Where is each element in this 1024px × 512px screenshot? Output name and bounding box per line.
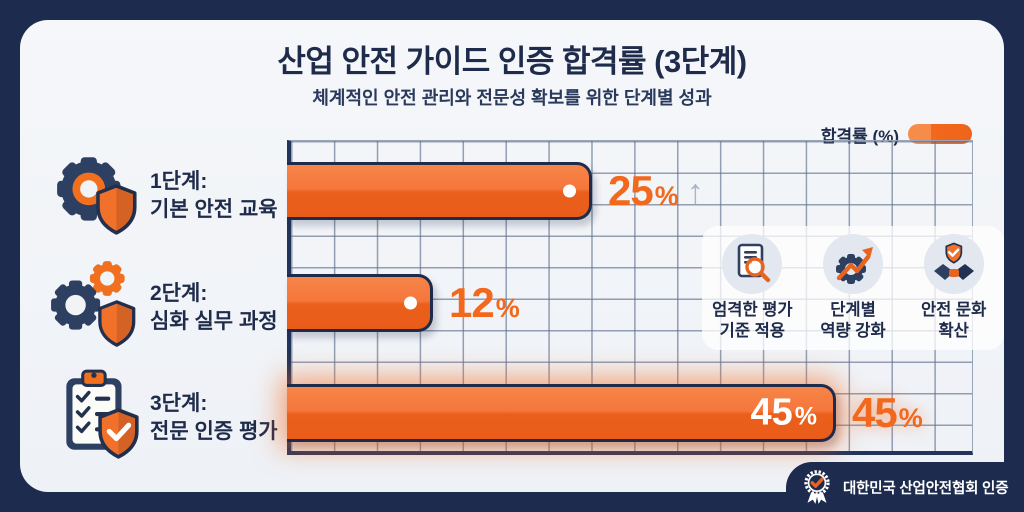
- highlight-label: 엄격한 평가 기준 적용: [712, 301, 793, 340]
- double-gear-shield-icon: [51, 261, 136, 347]
- gear-shield-icon: [57, 157, 137, 235]
- medal-icon: [804, 470, 830, 504]
- value-number: 25: [608, 167, 654, 214]
- bar-stage-2: [287, 274, 433, 332]
- document-magnifier-icon: [738, 243, 771, 283]
- value-number: 45: [852, 389, 898, 436]
- highlight-item-culture: 안전 문화 확산: [906, 234, 1002, 342]
- stage-1-subtitle: 기본 안전 교육: [150, 198, 278, 221]
- highlight-icon-circle: [923, 234, 984, 294]
- bar-end-dot: [563, 184, 576, 198]
- highlight-item-evaluation: 엄격한 평가 기준 적용: [704, 234, 800, 342]
- bar-row: 45 % 45 %: [287, 383, 923, 443]
- highlight-icon-circle: [822, 234, 883, 294]
- stage-3-label: 3단계: 전문 인증 평가: [150, 390, 278, 446]
- value-unit: %: [495, 293, 520, 323]
- badge-label: 대한민국 산업안전협회 인증: [843, 480, 1009, 497]
- handshake-shield-icon: [933, 242, 974, 280]
- stage-1-label: 1단계: 기본 안전 교육: [150, 168, 278, 224]
- up-arrow-icon: ↑: [686, 173, 704, 211]
- value-label-stage-2: 12 %: [449, 279, 520, 327]
- gear-growth-arrow-icon: [835, 247, 873, 284]
- stage-2-title: 2단계:: [150, 282, 208, 305]
- highlights-card: 엄격한 평가 기준 적용: [702, 226, 1004, 350]
- value-label-stage-3: 45 %: [852, 389, 923, 437]
- value-unit: %: [654, 181, 679, 211]
- bar-row: 12 %: [287, 273, 520, 333]
- stage-1-title: 1단계:: [150, 170, 208, 193]
- certification-badge: 대한민국 산업안전협회 인증: [786, 462, 1024, 512]
- highlight-item-capability: 단계별 역량 강화: [805, 234, 901, 342]
- legend-swatch-icon: [908, 124, 972, 144]
- value-number: 45: [750, 391, 793, 434]
- value-unit: %: [794, 402, 817, 431]
- stage-2-subtitle: 심화 실무 과정: [150, 310, 278, 333]
- page-subtitle: 체계적인 안전 관리와 전문성 확보를 위한 단계별 성과: [312, 88, 712, 108]
- page-title: 산업 안전 가이드 인증 합격률 (3단계): [277, 44, 747, 79]
- value-unit: %: [898, 403, 923, 433]
- stage-3-subtitle: 전문 인증 평가: [150, 420, 278, 443]
- bar-stage-1: [287, 162, 592, 220]
- value-number: 12: [449, 279, 495, 326]
- bar-stage-3: 45 %: [287, 384, 836, 442]
- value-label-stage-1: 25 % ↑: [608, 167, 704, 215]
- inner-value-label: 45 %: [750, 392, 817, 435]
- bar-row: 25 % ↑: [287, 161, 704, 221]
- highlight-label: 단계별 역량 강화: [820, 301, 886, 340]
- stage-2-label: 2단계: 심화 실무 과정: [150, 280, 278, 336]
- highlight-icon-circle: [722, 234, 783, 294]
- stage-3-title: 3단계:: [150, 392, 208, 415]
- highlight-label: 안전 문화 확산: [920, 301, 987, 340]
- bar-end-dot: [404, 296, 417, 310]
- clipboard-shield-icon: [66, 369, 139, 459]
